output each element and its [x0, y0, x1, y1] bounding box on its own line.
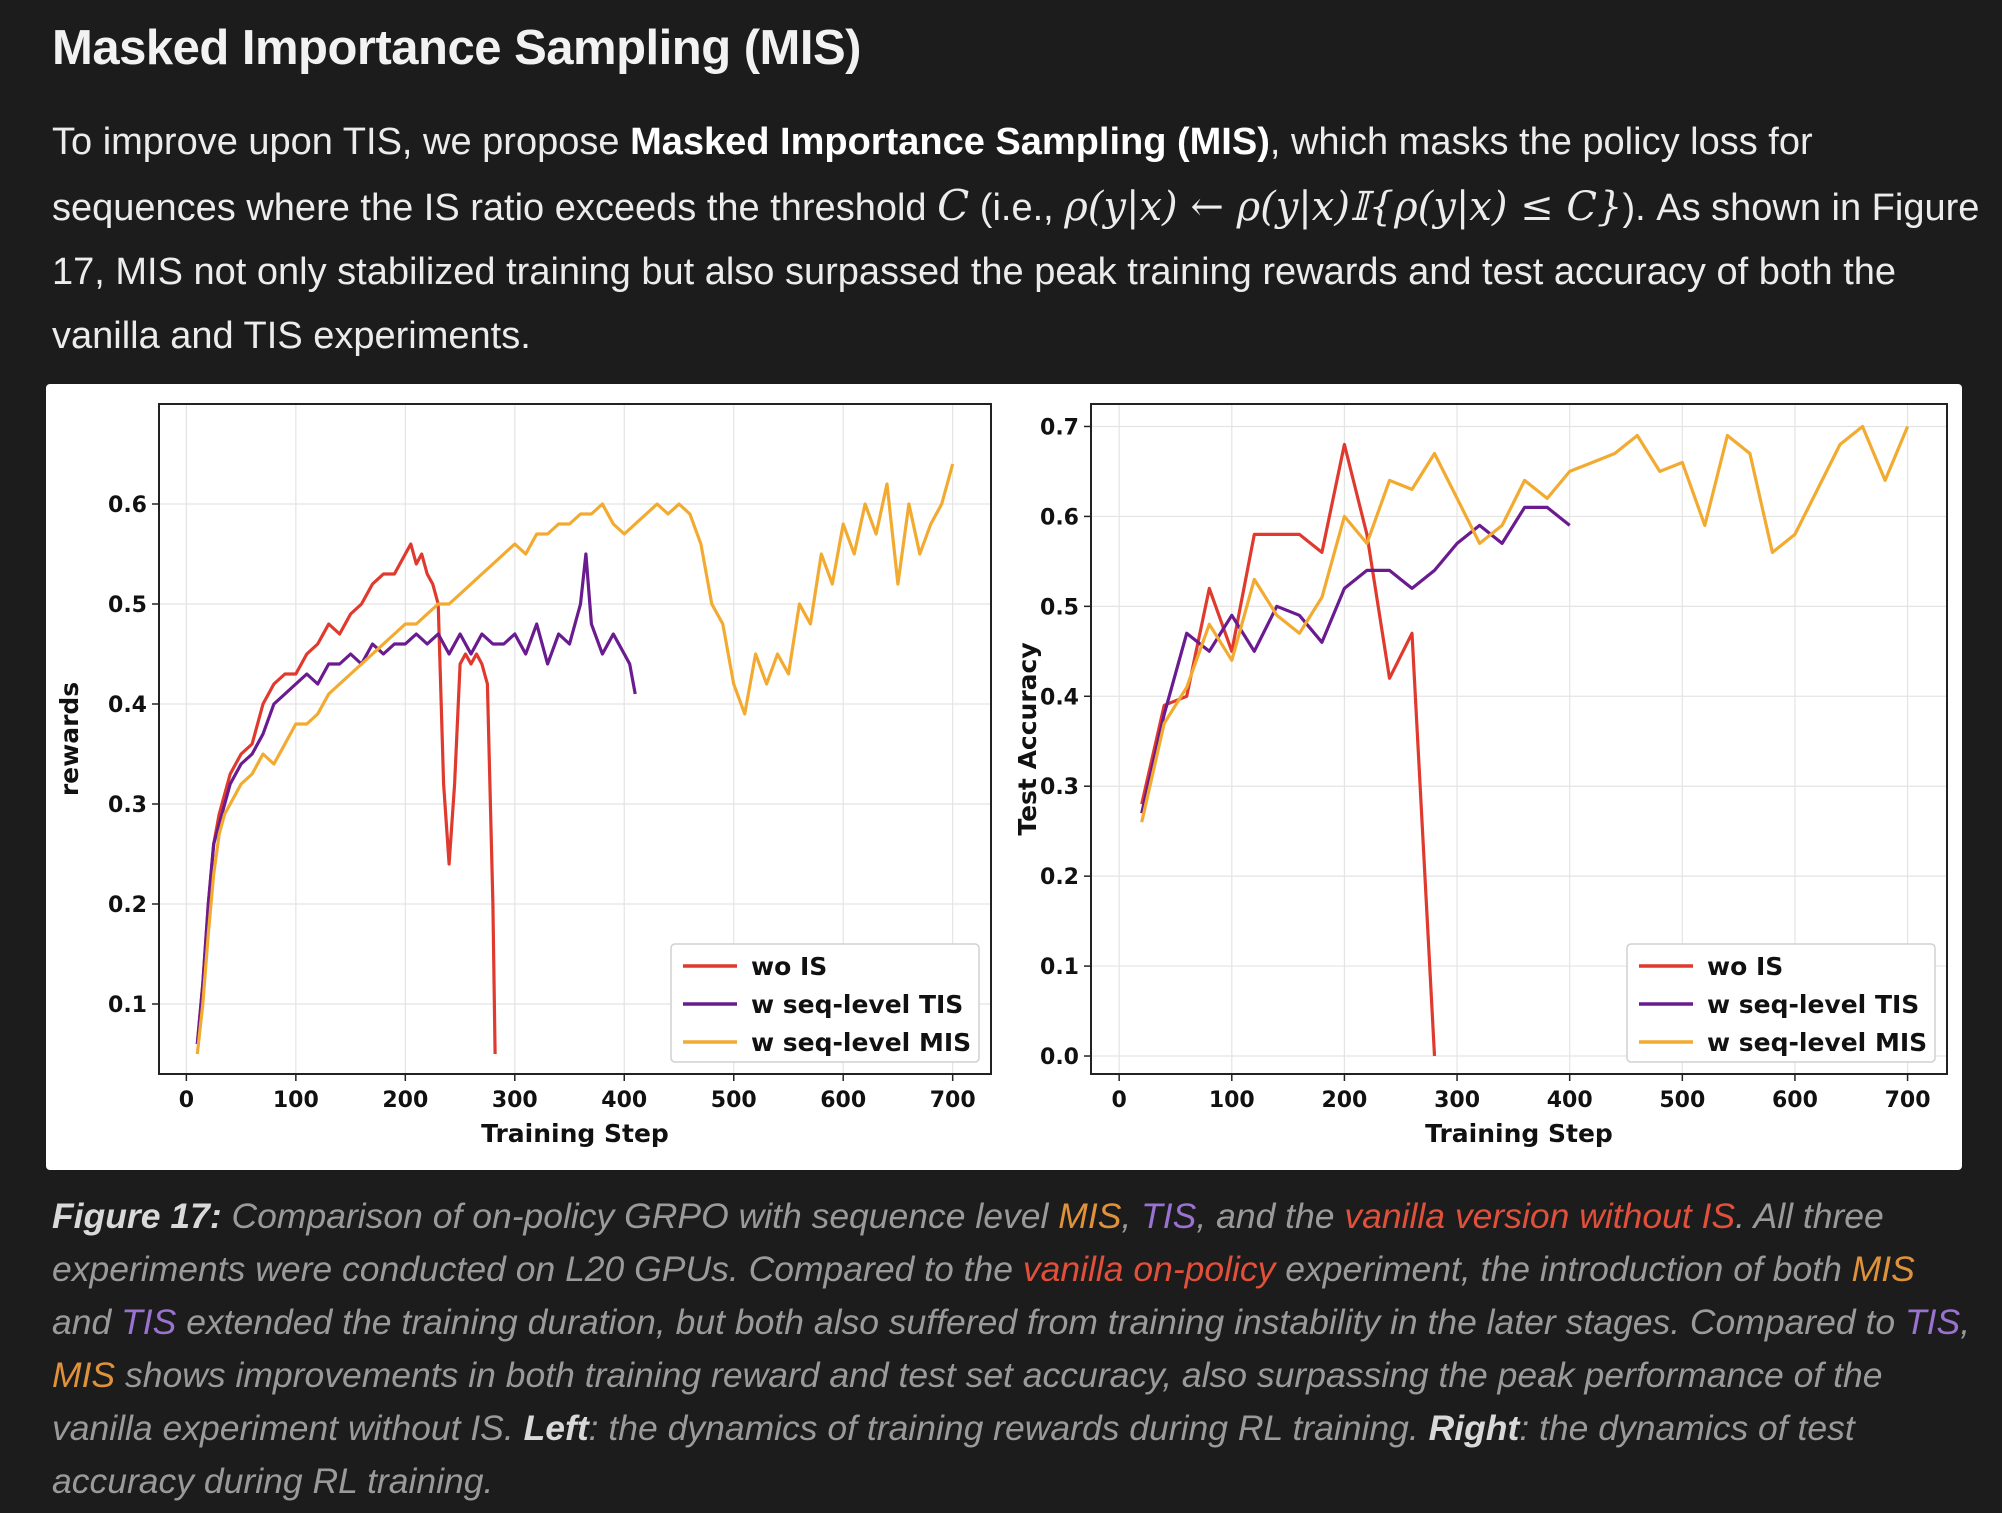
- x-tick-label: 400: [1547, 1088, 1593, 1113]
- y-tick-label: 0.7: [1040, 415, 1079, 440]
- caption-text: . All three experiments were conducted o…: [52, 1196, 1884, 1289]
- caption-mis-ref: MIS: [52, 1355, 116, 1395]
- figure-17: 0 100 200 300 400 500 600 700 0.1 0.2 0.3 0.4 0.5 0.6…: [46, 384, 1962, 1170]
- caption-right-label: Right: [1428, 1408, 1520, 1448]
- caption-text: experiment, the introduction of both: [1275, 1249, 1852, 1289]
- y-tick-label: 0.0: [1040, 1045, 1079, 1070]
- legend-label: w seq-level TIS: [1707, 990, 1919, 1019]
- caption-text: extended the training duration, but both…: [176, 1302, 1905, 1342]
- y-tick-label: 0.1: [1040, 955, 1079, 980]
- x-tick-label: 100: [273, 1088, 319, 1113]
- x-tick-label: 300: [1434, 1088, 1480, 1113]
- x-tick-label: 200: [1321, 1088, 1367, 1113]
- y-tick-label: 0.5: [108, 593, 147, 618]
- y-tick-label: 0.4: [1040, 685, 1079, 710]
- plot-frame: [158, 403, 992, 1075]
- y-axis-label: rewards: [55, 682, 84, 796]
- y-tick-label: 0.1: [108, 993, 147, 1018]
- caption-text: shows improvements in both training rewa…: [52, 1355, 1883, 1448]
- y-tick-label: 0.3: [108, 793, 147, 818]
- plot-frame: [1090, 403, 1948, 1075]
- y-tick-label: 0.6: [108, 493, 147, 518]
- legend-label: w seq-level MIS: [751, 1028, 971, 1057]
- caption-text: ,: [1960, 1302, 1971, 1342]
- caption-tis-ref: TIS: [121, 1302, 177, 1342]
- y-tick-label: 0.5: [1040, 595, 1079, 620]
- section-heading: Masked Importance Sampling (MIS): [52, 21, 862, 75]
- para-text-3: (i.e.,: [969, 187, 1065, 229]
- y-tick-label: 0.6: [1040, 505, 1079, 530]
- para-text-4: ). As shown in Figure 17, MIS not only s…: [52, 187, 1980, 357]
- caption-text: : the dynamics of training rewards durin…: [588, 1408, 1429, 1448]
- body-paragraph: To improve upon TIS, we propose Masked I…: [52, 110, 1982, 368]
- x-tick-label: 200: [382, 1088, 428, 1113]
- test-accuracy-chart: 0 100 200 300 400 500 600 700 0.0 0.1 0.2 0.3 0.4 0.5…: [1013, 403, 1948, 1148]
- para-text-2: , which masks the policy loss for sequen…: [52, 121, 1813, 229]
- y-tick-label: 0.2: [108, 893, 147, 918]
- caption-label: Figure 17:: [52, 1196, 222, 1236]
- series-line-wo-is: [195, 542, 497, 1055]
- x-tick-label: 500: [711, 1088, 757, 1113]
- series-line-w-seq-level-tis: [195, 552, 637, 1045]
- caption-mis-ref: MIS: [1851, 1249, 1915, 1289]
- legend-label: wo IS: [751, 952, 827, 981]
- y-axis-label: Test Accuracy: [1013, 642, 1042, 835]
- x-tick-label: 600: [1772, 1088, 1818, 1113]
- para-bold-term: Masked Importance Sampling (MIS): [630, 121, 1270, 163]
- caption-vanilla-ref: vanilla on-policy: [1022, 1249, 1276, 1289]
- series-line-w-seq-level-mis: [195, 463, 955, 1055]
- legend-label: w seq-level MIS: [1707, 1028, 1927, 1057]
- x-tick-label: 0: [179, 1088, 194, 1113]
- x-tick-label: 700: [1885, 1088, 1931, 1113]
- x-tick-label: 500: [1659, 1088, 1705, 1113]
- caption-text: : the dynamics of test accuracy during R…: [52, 1408, 1855, 1501]
- x-tick-label: 700: [930, 1088, 976, 1113]
- caption-text: Comparison of on-policy GRPO with sequen…: [221, 1196, 1059, 1236]
- figure-caption: Figure 17: Comparison of on-policy GRPO …: [52, 1190, 1982, 1508]
- threshold-symbol: C: [937, 181, 970, 230]
- y-tick-label: 0.4: [108, 693, 147, 718]
- legend-box: [670, 943, 980, 1063]
- x-tick-label: 400: [601, 1088, 647, 1113]
- x-tick-label: 300: [492, 1088, 538, 1113]
- y-tick-label: 0.3: [1040, 775, 1079, 800]
- x-tick-label: 0: [1112, 1088, 1127, 1113]
- x-axis-label: Training Step: [481, 1119, 669, 1148]
- legend-label: wo IS: [1707, 952, 1783, 981]
- mask-formula: ρ(y|x) ← ρ(y|x)𝕀{ρ(y|x) ≤ C}: [1064, 184, 1623, 230]
- caption-tis-ref: TIS: [1141, 1196, 1197, 1236]
- caption-left-label: Left: [523, 1408, 589, 1448]
- caption-mis-ref: MIS: [1058, 1196, 1122, 1236]
- legend-label: w seq-level TIS: [751, 990, 963, 1019]
- x-axis-label: Training Step: [1425, 1119, 1613, 1148]
- legend-box: [1626, 943, 1936, 1063]
- series-line-w-seq-level-mis: [1140, 424, 1910, 823]
- series-line-w-seq-level-tis: [1140, 505, 1571, 814]
- para-text-1: To improve upon TIS, we propose: [52, 121, 631, 163]
- caption-vanilla-ref: vanilla version without IS: [1344, 1196, 1736, 1236]
- caption-text: ,: [1121, 1196, 1142, 1236]
- x-tick-label: 600: [820, 1088, 866, 1113]
- y-tick-label: 0.2: [1040, 865, 1079, 890]
- caption-tis-ref: TIS: [1905, 1302, 1961, 1342]
- caption-text: and: [52, 1302, 122, 1342]
- caption-text: , and the: [1196, 1196, 1345, 1236]
- x-tick-label: 100: [1209, 1088, 1255, 1113]
- series-line-wo-is: [1140, 442, 1437, 1057]
- rewards-chart: 0 100 200 300 400 500 600 700 0.1 0.2 0.3 0.4 0.5 0.6…: [55, 403, 992, 1148]
